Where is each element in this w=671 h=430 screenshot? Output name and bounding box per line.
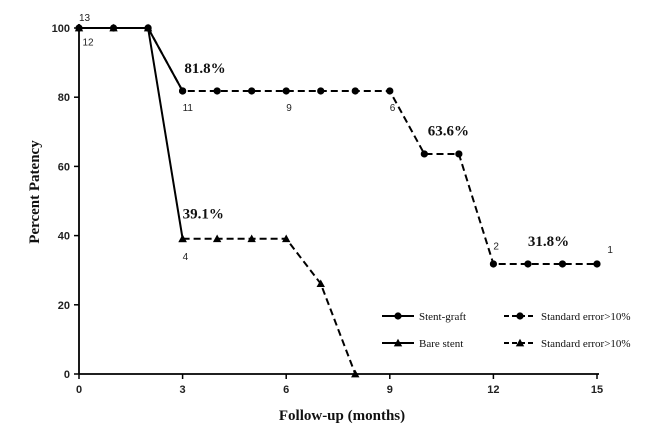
- data-point: [420, 150, 428, 158]
- percent-annotation: 39.1%: [183, 206, 224, 222]
- legend-entry: Standard error>10%: [504, 338, 631, 350]
- at-risk-count: 1: [607, 245, 613, 256]
- y-tick-label: 80: [58, 92, 70, 104]
- annotation-layer: 81.8% 63.6% 39.1% 31.8% 13 12 11 9 6 4 2 1: [79, 13, 613, 263]
- data-point: [248, 87, 256, 95]
- at-risk-count: 13: [79, 13, 91, 24]
- at-risk-count: 11: [183, 103, 194, 114]
- data-point: [212, 234, 222, 243]
- x-tick-label: 9: [387, 384, 393, 396]
- series-3: [178, 234, 360, 378]
- legend-label: Standard error>10%: [541, 338, 631, 350]
- x-tick-label: 12: [487, 384, 499, 396]
- legend-entry: Standard error>10%: [504, 311, 631, 323]
- data-point: [316, 279, 325, 288]
- data-point: [524, 260, 532, 268]
- percent-annotation: 31.8%: [528, 234, 569, 250]
- data-point: [489, 260, 497, 268]
- percent-annotation: 81.8%: [184, 61, 225, 77]
- series-layer: [74, 23, 601, 378]
- y-tick-label: 40: [58, 231, 70, 243]
- legend-swatch-marker: [516, 312, 524, 320]
- data-point: [178, 234, 187, 243]
- legend-swatch-marker: [515, 338, 525, 347]
- data-point: [351, 87, 359, 95]
- x-tick-label: 0: [76, 384, 82, 396]
- data-point: [109, 23, 118, 32]
- legend-label: Standard error>10%: [541, 311, 631, 323]
- y-axis-title: Percent Patency: [27, 140, 43, 244]
- data-point: [455, 150, 463, 158]
- legend-label: Stent-graft: [419, 311, 466, 323]
- legend-label: Bare stent: [419, 338, 463, 350]
- y-tick-label: 60: [58, 161, 70, 173]
- data-point: [143, 23, 153, 32]
- data-point: [213, 87, 221, 95]
- legend-swatch-marker: [393, 338, 403, 347]
- at-risk-count: 12: [82, 37, 94, 48]
- y-tick-label: 20: [58, 300, 70, 312]
- at-risk-count: 4: [183, 252, 189, 263]
- percent-annotation: 63.6%: [428, 123, 469, 139]
- data-point: [386, 87, 394, 95]
- data-point: [282, 234, 291, 243]
- data-point: [317, 87, 325, 95]
- data-point: [247, 234, 256, 243]
- y-tick-label: 0: [64, 369, 70, 381]
- data-point: [593, 260, 601, 268]
- at-risk-count: 9: [286, 103, 292, 114]
- x-axis-title: Follow-up (months): [279, 408, 405, 424]
- data-point: [179, 87, 187, 95]
- series-line: [79, 27, 184, 92]
- x-tick-label: 6: [283, 384, 289, 396]
- data-point: [282, 87, 290, 95]
- legend: Stent-graft Standard error>10% Bare stent S…: [382, 311, 631, 350]
- x-tick-label: 3: [180, 384, 186, 396]
- series-0: [75, 24, 187, 95]
- axes: 0 3 6 9 12 15 0 20 40 60 80 100: [52, 23, 603, 396]
- legend-entry: Bare stent: [382, 338, 463, 350]
- series-2: [74, 23, 187, 243]
- y-tick-label: 100: [52, 23, 70, 35]
- legend-swatch-marker: [394, 312, 402, 320]
- series-line: [79, 27, 184, 239]
- series-1: [144, 24, 601, 268]
- at-risk-count: 2: [493, 241, 499, 252]
- series-line: [182, 237, 357, 375]
- data-point: [74, 23, 84, 32]
- data-point: [351, 369, 360, 378]
- series-line: [147, 27, 597, 265]
- x-tick-label: 15: [591, 384, 603, 396]
- at-risk-count: 6: [390, 103, 396, 114]
- legend-entry: Stent-graft: [382, 311, 466, 323]
- data-point: [558, 260, 567, 268]
